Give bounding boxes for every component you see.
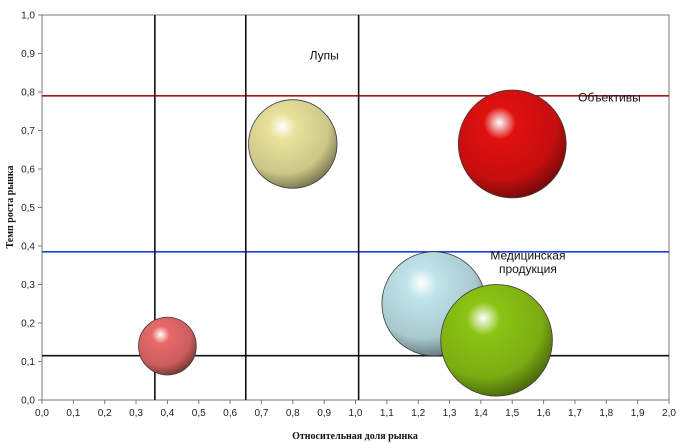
x-tick-label: 1,0 <box>349 408 363 419</box>
x-tick-label: 0,0 <box>35 408 49 419</box>
y-tick-label: 0,8 <box>21 88 35 99</box>
x-tick-label: 1,5 <box>505 408 519 419</box>
plot-area <box>41 14 670 401</box>
y-tick-label: 0,6 <box>21 165 35 176</box>
x-tick-label: 0,6 <box>223 408 237 419</box>
x-tick-label: 0,4 <box>160 408 174 419</box>
bubble <box>248 99 338 189</box>
y-tick-label: 0,4 <box>21 242 35 253</box>
x-tick-label: 0,5 <box>192 408 206 419</box>
bubbles <box>138 89 567 397</box>
x-tick-label: 1,2 <box>411 408 425 419</box>
x-tick-label: 0,9 <box>317 408 331 419</box>
x-tick-label: 1,7 <box>568 408 582 419</box>
y-tick-label: 0,2 <box>21 319 35 330</box>
x-tick-label: 0,7 <box>254 408 268 419</box>
x-tick-label: 0,2 <box>98 408 112 419</box>
x-axis-title: Относительная доля рынка <box>292 431 418 442</box>
bubble <box>440 284 553 397</box>
y-tick-label: 0,3 <box>21 280 35 291</box>
annotation-label: Медицинская <box>490 248 565 262</box>
x-tick-label: 1,1 <box>380 408 394 419</box>
x-tick-label: 1,3 <box>443 408 457 419</box>
x-tick-label: 1,6 <box>537 408 551 419</box>
y-tick-label: 0,9 <box>21 49 35 60</box>
x-tick-label: 0,3 <box>129 408 143 419</box>
y-tick-label: 0,7 <box>21 126 35 137</box>
annotation-label: продукция <box>499 262 557 276</box>
x-tick-label: 1,4 <box>474 408 488 419</box>
x-tick-label: 0,8 <box>286 408 300 419</box>
x-tick-label: 1,8 <box>599 408 613 419</box>
bubble <box>457 89 567 199</box>
y-axis-title: Темп роста рынка <box>5 165 16 248</box>
y-axis-ticks: 0,0 0,1 0,2 0,3 0,4 0,5 0,6 0,7 0,8 0,9 1,0 <box>21 11 42 407</box>
bubble <box>138 316 197 376</box>
y-tick-label: 0,5 <box>21 203 35 214</box>
x-tick-label: 2,0 <box>662 408 676 419</box>
annotation-label: Лупы <box>310 48 339 62</box>
x-tick-label: 0,1 <box>66 408 80 419</box>
y-tick-label: 0,0 <box>21 396 35 407</box>
x-axis-ticks: 0,0 0,1 0,2 0,3 0,4 0,5 0,6 0,7 0,8 0,9 1,0 1,1 1,2 1… <box>35 400 676 419</box>
annotation-label: Объективы <box>578 91 641 105</box>
y-tick-label: 0,1 <box>21 357 35 368</box>
y-tick-label: 1,0 <box>21 11 35 22</box>
x-tick-label: 1,9 <box>631 408 645 419</box>
